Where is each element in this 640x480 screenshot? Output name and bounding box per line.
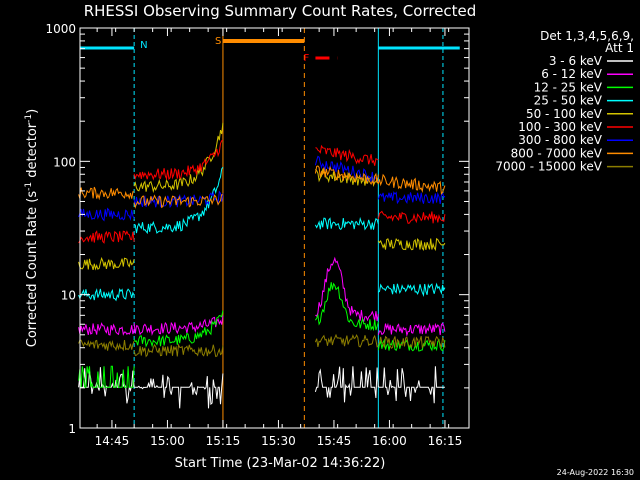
- x-tick-label: 14:45: [95, 434, 130, 448]
- chart-title: RHESSI Observing Summary Count Rates, Co…: [84, 2, 477, 20]
- series-line: [78, 122, 446, 271]
- series-line: [78, 366, 445, 409]
- legend-label: 50 - 100 keV: [526, 107, 603, 121]
- x-tick-label: 15:00: [150, 434, 185, 448]
- series-line: [78, 166, 446, 302]
- series-line: [78, 165, 446, 209]
- y-tick-label: 1: [68, 422, 76, 436]
- legend-header-att: Att 1: [605, 41, 634, 55]
- x-tick-label: 15:30: [261, 434, 296, 448]
- night-label: N: [140, 40, 147, 51]
- legend-label: 300 - 800 keV: [518, 133, 602, 147]
- legend-header: Det 1,3,4,5,6,9,: [540, 29, 634, 43]
- series-line: [78, 282, 446, 388]
- series-line: [78, 139, 446, 244]
- y-axis-label-part: Corrected Count Rate (s: [25, 191, 40, 348]
- flare-label: F: [303, 53, 309, 64]
- footer-timestamp: 24-Aug-2022 16:30: [557, 468, 634, 477]
- legend-label: 6 - 12 keV: [541, 67, 603, 81]
- x-axis-label: Start Time (23-Mar-02 14:36:22): [175, 456, 386, 471]
- y-axis: 1 10 100 1000: [45, 22, 469, 436]
- legend-label: 12 - 25 keV: [534, 80, 603, 94]
- y-tick-label: 100: [53, 155, 76, 169]
- x-tick-label: 16:00: [372, 434, 407, 448]
- x-tick-label: 15:15: [206, 434, 241, 448]
- y-axis-label: Corrected Count Rate (s-1 detector-1): [24, 109, 40, 347]
- y-axis-label-part: ): [25, 109, 40, 114]
- legend-label: 25 - 50 keV: [534, 94, 603, 108]
- y-tick-label: 1000: [45, 22, 76, 36]
- legend-label: 7000 - 15000 keV: [495, 160, 602, 174]
- y-tick-label: 10: [61, 289, 76, 303]
- y-axis-label-sup: -1: [24, 182, 34, 191]
- plot-area: N S F: [78, 28, 460, 428]
- saa-label: S: [215, 36, 221, 47]
- y-axis-label-part: detector: [25, 122, 40, 182]
- series-line: [78, 333, 446, 358]
- legend-label: 3 - 6 keV: [549, 54, 603, 68]
- plot-frame: [79, 27, 470, 429]
- legend-label: 100 - 300 keV: [518, 120, 602, 134]
- x-tick-label: 16:15: [428, 434, 463, 448]
- y-axis-label-sup: -1: [24, 114, 34, 123]
- x-tick-label: 15:45: [317, 434, 352, 448]
- series-line: [78, 155, 446, 222]
- x-axis: 14:45 15:00 15:15 15:30 15:45 16:00 16:15: [95, 28, 463, 448]
- series-line: [78, 256, 446, 337]
- legend-label: 800 - 7000 keV: [511, 146, 603, 160]
